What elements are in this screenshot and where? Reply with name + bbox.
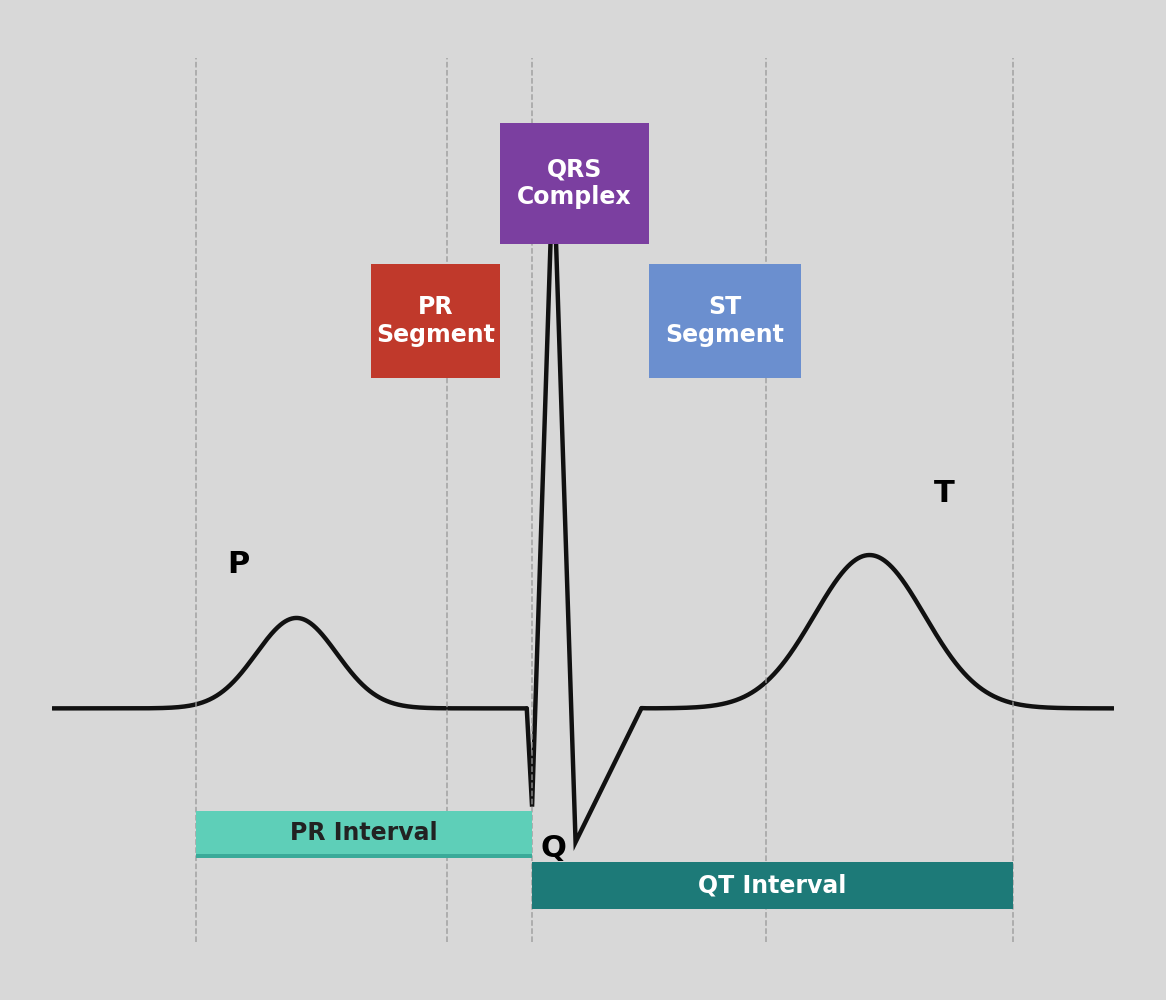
Text: Q: Q xyxy=(541,834,567,863)
Text: QRS
Complex: QRS Complex xyxy=(518,158,632,209)
Bar xyxy=(371,264,500,378)
Text: PR Interval: PR Interval xyxy=(290,821,437,845)
Bar xyxy=(196,854,532,858)
Text: QT Interval: QT Interval xyxy=(698,873,847,897)
Bar xyxy=(500,123,648,244)
Text: PR
Segment: PR Segment xyxy=(377,295,494,347)
Bar xyxy=(196,811,532,858)
Text: R: R xyxy=(583,205,606,234)
Bar xyxy=(648,264,801,378)
Text: S: S xyxy=(589,862,610,891)
Text: ST
Segment: ST Segment xyxy=(666,295,784,347)
Text: T: T xyxy=(934,479,954,508)
Text: P: P xyxy=(227,550,250,579)
Bar xyxy=(532,862,1013,909)
